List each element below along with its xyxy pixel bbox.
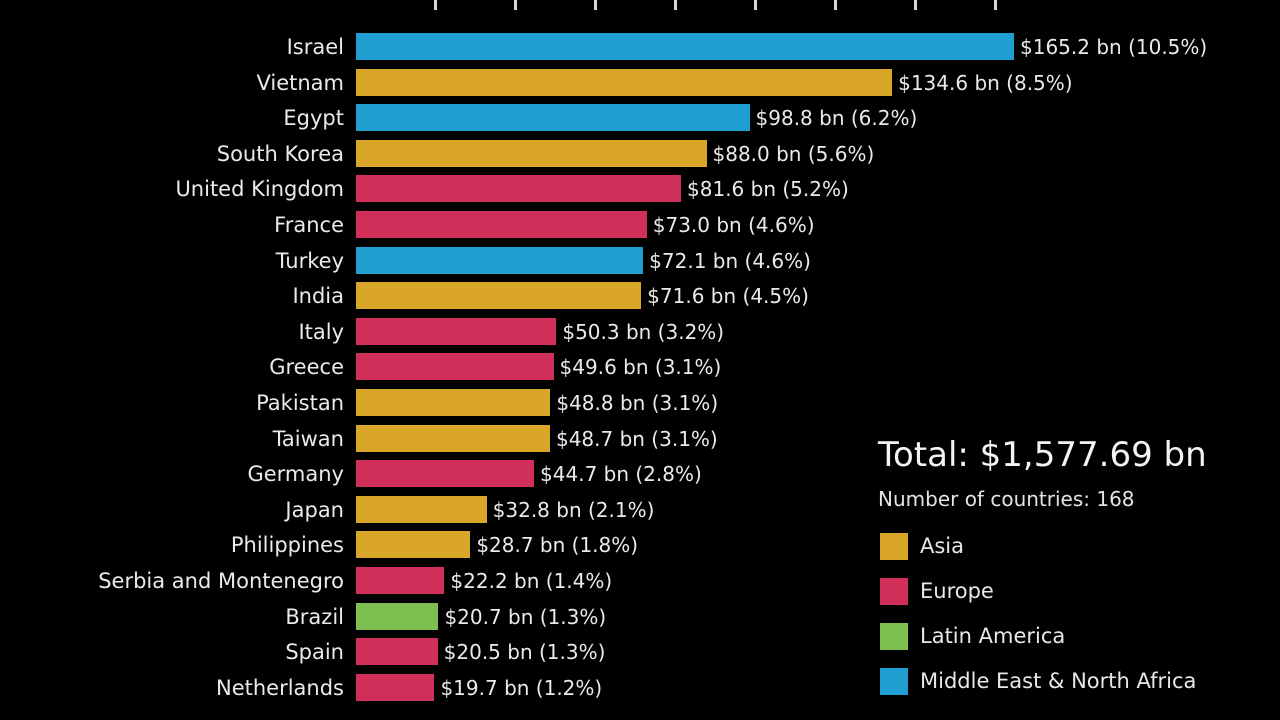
- axis-tick: [754, 0, 757, 10]
- category-label: Brazil: [285, 604, 344, 629]
- category-label: Philippines: [230, 533, 344, 558]
- axis-tick: [834, 0, 837, 10]
- category-label: Turkey: [275, 248, 344, 273]
- category-label: South Korea: [216, 141, 344, 166]
- value-label: $22.2 bn (1.4%): [450, 569, 613, 593]
- value-label: $20.5 bn (1.3%): [443, 640, 606, 665]
- value-label: $165.2 bn (10.5%): [1020, 35, 1208, 59]
- legend-swatch: [880, 533, 908, 560]
- bar: [356, 104, 750, 132]
- bar: [356, 139, 707, 167]
- bar: [356, 460, 535, 488]
- category-label: Japan: [285, 497, 344, 522]
- value-label: $134.6 bn (8.5%): [898, 70, 1073, 95]
- bar: [356, 68, 893, 96]
- axis-tick: [674, 0, 677, 10]
- legend-swatch: [880, 668, 908, 695]
- bar: [356, 353, 554, 381]
- category-label: Israel: [286, 35, 344, 59]
- country-count: Number of countries: 168: [878, 487, 1135, 511]
- value-label: $88.0 bn (5.6%): [712, 141, 875, 166]
- bar: [356, 531, 471, 559]
- bar: [356, 567, 445, 594]
- value-label: $73.0 bn (4.6%): [652, 213, 815, 237]
- category-label: United Kingdom: [175, 177, 344, 202]
- category-label: Italy: [298, 319, 344, 344]
- legend-swatch: [880, 623, 908, 650]
- legend-swatch: [880, 578, 908, 605]
- value-label: $44.7 bn (2.8%): [540, 462, 702, 487]
- bar: [356, 175, 682, 203]
- value-label: $81.6 bn (5.2%): [687, 177, 849, 202]
- value-label: $28.7 bn (1.8%): [476, 533, 639, 558]
- value-label: $72.1 bn (4.6%): [649, 248, 811, 273]
- bar: [356, 33, 1014, 60]
- bar: [356, 602, 439, 630]
- value-label: $19.7 bn (1.2%): [440, 675, 603, 700]
- category-label: Spain: [285, 640, 344, 665]
- legend-label: Middle East & North Africa: [920, 669, 1197, 693]
- category-label: Vietnam: [256, 70, 344, 95]
- bar: [356, 673, 435, 701]
- legend-label: Latin America: [920, 624, 1066, 648]
- axis-tick: [594, 0, 597, 10]
- axis-tick: [514, 0, 517, 10]
- axis-tick: [994, 0, 997, 10]
- category-label: Greece: [269, 355, 344, 380]
- category-label: Germany: [247, 462, 344, 487]
- value-label: $20.7 bn (1.3%): [444, 604, 607, 629]
- value-label: $32.8 bn (2.1%): [492, 497, 655, 522]
- axis-tick: [914, 0, 917, 10]
- value-label: $49.6 bn (3.1%): [559, 355, 722, 380]
- category-label: Egypt: [283, 106, 344, 131]
- bar: [356, 211, 647, 238]
- category-label: Serbia and Montenegro: [98, 569, 344, 593]
- value-label: $48.7 bn (3.1%): [555, 426, 718, 451]
- value-label: $98.8 bn (6.2%): [755, 106, 918, 131]
- category-label: Pakistan: [256, 391, 344, 415]
- bar: [356, 638, 438, 666]
- bar: [356, 495, 487, 523]
- value-label: $71.6 bn (4.5%): [647, 284, 809, 309]
- total-annotation: Total: $1,577.69 bn: [878, 435, 1207, 475]
- bar: [356, 317, 557, 345]
- value-label: $50.3 bn (3.2%): [562, 319, 725, 344]
- category-label: Taiwan: [272, 426, 344, 451]
- category-label: France: [274, 213, 344, 237]
- bar: [356, 424, 550, 452]
- category-label: India: [292, 284, 344, 309]
- category-label: Netherlands: [215, 675, 344, 700]
- bar: [356, 282, 642, 310]
- legend-label: Asia: [920, 534, 965, 558]
- bar: [356, 389, 551, 416]
- bar: [356, 246, 644, 274]
- legend-label: Europe: [920, 579, 994, 603]
- value-label: $48.8 bn (3.1%): [556, 391, 719, 415]
- axis-tick: [434, 0, 437, 10]
